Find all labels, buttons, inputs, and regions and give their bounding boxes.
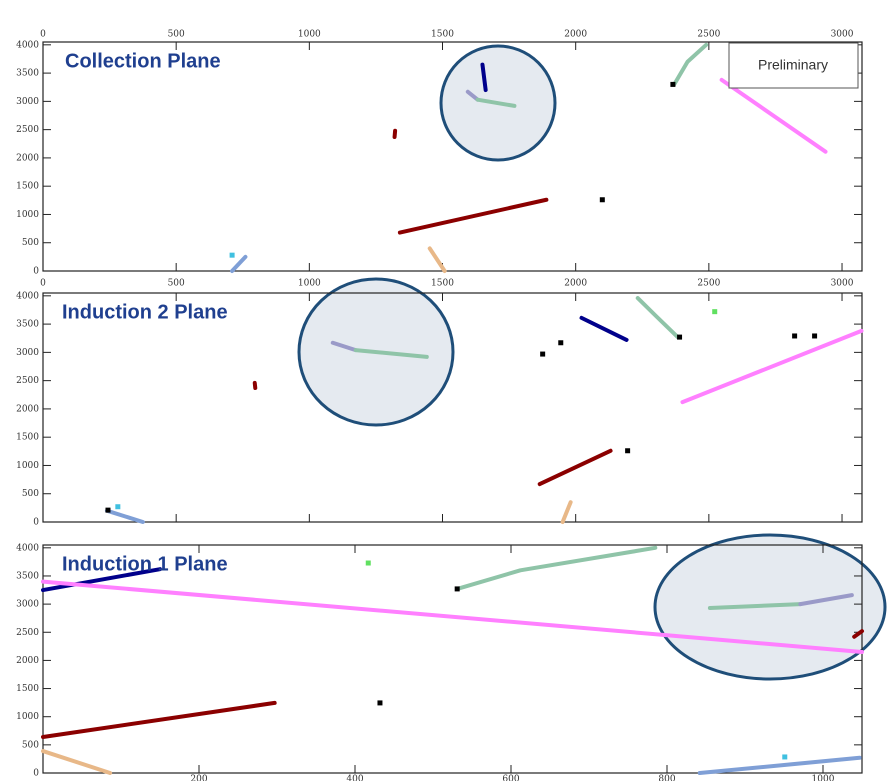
track [582,318,627,340]
hit [670,82,675,87]
x-tick-label: 0 [40,279,46,289]
hit [812,333,817,338]
track [43,703,275,737]
track [43,751,110,773]
y-tick-label: 0 [33,267,39,277]
track [540,451,611,484]
x-tick-label: 1000 [812,775,835,781]
track [700,758,860,773]
x-tick-label: 1000 [298,279,321,289]
x-tick-label: 2500 [697,30,720,40]
hit [115,504,120,509]
track [457,548,655,589]
track [430,248,445,271]
hit [366,561,371,566]
hit [558,340,563,345]
hit [455,586,460,591]
y-tick-label: 3500 [16,320,39,330]
y-tick-label: 1000 [16,210,39,220]
x-tick-label: 1500 [431,279,454,289]
track [395,131,396,137]
hit [540,352,545,357]
y-tick-label: 0 [33,769,39,779]
y-tick-label: 3500 [16,69,39,79]
y-tick-label: 1000 [16,712,39,722]
track [255,383,256,388]
y-tick-label: 500 [22,740,39,750]
y-tick-label: 1000 [16,461,39,471]
track [232,257,245,271]
track [107,511,143,522]
x-tick-label: 0 [40,30,46,40]
y-tick-label: 2500 [16,628,39,638]
x-tick-label: 800 [658,775,675,781]
y-tick-label: 2000 [16,656,39,666]
x-tick-label: 400 [346,775,363,781]
track [682,331,861,402]
y-tick-label: 3000 [16,348,39,358]
track [563,502,571,522]
y-tick-label: 2000 [16,153,39,163]
y-tick-label: 3000 [16,97,39,107]
y-tick-label: 2500 [16,376,39,386]
panel-title: Induction 1 Plane [62,553,228,575]
y-tick-label: 500 [22,489,39,499]
event-display: 0500100015002000250030003500400005001000… [0,0,889,781]
hit [782,754,787,759]
track [674,45,706,85]
hit [712,309,717,314]
track [400,200,546,233]
hit [677,335,682,340]
track [722,80,826,152]
x-tick-label: 2000 [564,279,587,289]
y-tick-label: 3000 [16,600,39,610]
y-tick-label: 1500 [16,182,39,192]
x-tick-label: 500 [168,279,185,289]
x-tick-label: 2000 [564,30,587,40]
y-tick-label: 0 [33,518,39,528]
hit [792,333,797,338]
hit [105,508,110,513]
hit [230,253,235,258]
y-tick-label: 1500 [16,433,39,443]
panel-title: Collection Plane [65,50,221,72]
badge: Preliminary [758,57,828,73]
x-tick-label: 1500 [431,30,454,40]
x-tick-label: 2500 [697,279,720,289]
track [638,298,678,337]
plot-frame [43,293,862,522]
x-tick-label: 200 [190,775,207,781]
y-tick-label: 2000 [16,404,39,414]
x-tick-label: 3000 [831,279,854,289]
x-tick-label: 500 [168,30,185,40]
y-tick-label: 4000 [16,543,39,553]
x-tick-label: 600 [502,775,519,781]
y-tick-label: 500 [22,238,39,248]
hit [625,448,630,453]
x-tick-label: 3000 [831,30,854,40]
x-tick-label: 1000 [298,30,321,40]
y-tick-label: 4000 [16,40,39,50]
hit [600,197,605,202]
hit [377,700,382,705]
panel-title: Induction 2 Plane [62,301,228,323]
y-tick-label: 4000 [16,291,39,301]
y-tick-label: 1500 [16,684,39,694]
y-tick-label: 2500 [16,125,39,135]
y-tick-label: 3500 [16,571,39,581]
